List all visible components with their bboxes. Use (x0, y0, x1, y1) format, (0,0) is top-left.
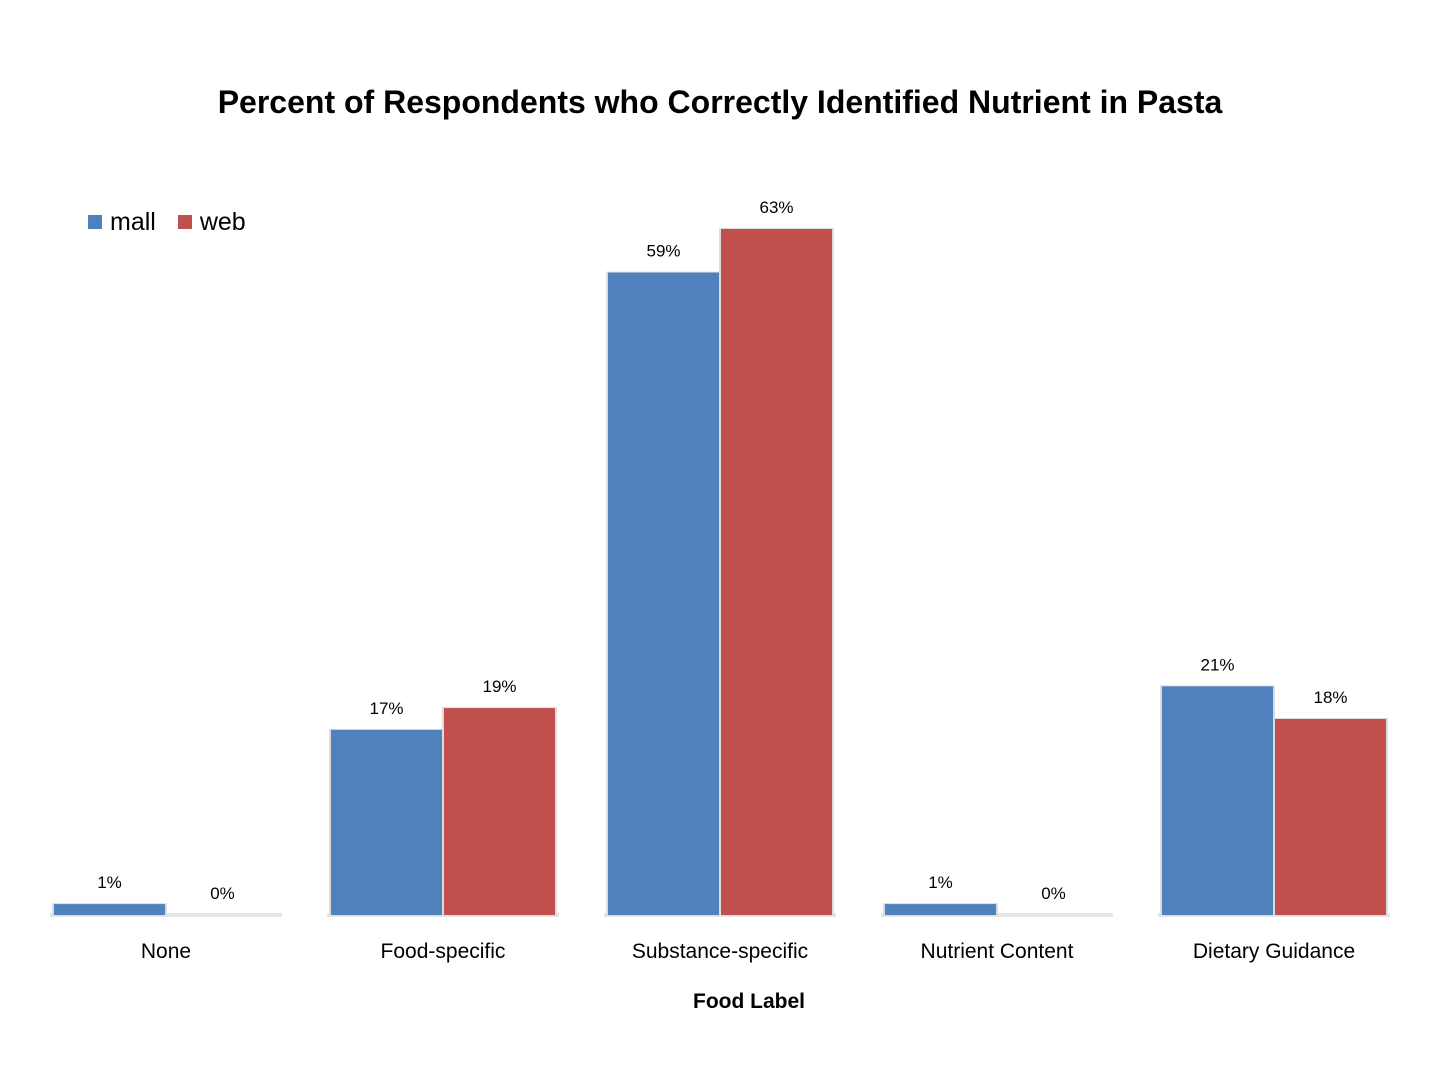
data-label-mall-4: 21% (1200, 655, 1234, 674)
data-label-web-0: 0% (210, 884, 235, 903)
x-tick-label-2: Substance-specific (632, 940, 808, 963)
x-tick-label-3: Nutrient Content (921, 940, 1074, 963)
legend-swatch-web (177, 215, 192, 229)
data-label-mall-3: 1% (928, 873, 953, 892)
legend-item-web: web (177, 207, 246, 237)
bar-web-2 (721, 229, 832, 915)
bar-mall-4 (1162, 686, 1273, 915)
bar-web-4 (1275, 719, 1386, 915)
data-label-web-1: 19% (482, 677, 516, 696)
bar-web-1 (444, 708, 555, 915)
legend: mall web (88, 206, 268, 238)
x-tick-label-0: None (141, 940, 191, 963)
data-label-mall-1: 17% (369, 699, 403, 718)
chart-title: Percent of Respondents who Correctly Ide… (217, 84, 1223, 120)
bar-mall-2 (608, 272, 719, 915)
data-label-web-4: 18% (1313, 688, 1347, 707)
legend-swatch-mall (88, 215, 102, 229)
legend-item-mall: mall (88, 208, 156, 237)
x-tick-label-1: Food-specific (381, 940, 506, 963)
legend-label-web: web (199, 207, 246, 236)
data-label-mall-0: 1% (97, 873, 122, 892)
bar-mall-0 (54, 904, 165, 915)
bar-mall-1 (331, 729, 442, 915)
data-label-web-3: 0% (1041, 884, 1066, 903)
data-label-web-2: 63% (759, 198, 793, 217)
x-tick-label-4: Dietary Guidance (1193, 940, 1355, 963)
legend-label-mall: mall (110, 207, 156, 236)
x-axis-title: Food Label (693, 990, 805, 1013)
bar-mall-3 (885, 904, 996, 915)
data-label-mall-2: 59% (646, 242, 680, 261)
